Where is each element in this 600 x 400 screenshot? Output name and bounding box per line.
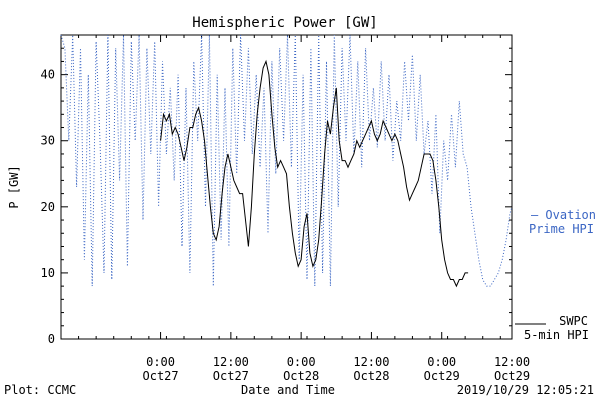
x-tick-label-date-2: Oct28 — [283, 369, 319, 383]
x-tick-label-time-4: 0:00 — [427, 355, 456, 369]
y-tick-label-40: 40 — [41, 68, 55, 82]
plot-credit: Plot: CCMC — [4, 383, 76, 397]
y-tick-label-20: 20 — [41, 200, 55, 214]
x-tick-label-time-0: 0:00 — [146, 355, 175, 369]
x-axis: 0:00Oct2712:00Oct270:00Oct2812:00Oct280:… — [60, 35, 530, 383]
x-tick-label-date-5: Oct29 — [494, 369, 530, 383]
legend-swpc-line1: SWPC — [559, 314, 588, 328]
x-tick-label-date-4: Oct29 — [424, 369, 460, 383]
y-axis: 0 10 20 30 40 — [41, 34, 512, 346]
x-tick-label-date-0: Oct27 — [143, 369, 179, 383]
y-axis-label: P [GW] — [7, 165, 21, 208]
x-tick-label-date-3: Oct28 — [353, 369, 389, 383]
x-tick-label-time-1: 12:00 — [213, 355, 249, 369]
legend-ovation-line2: Prime HPI — [529, 222, 594, 236]
series-line-swpc — [160, 59, 469, 288]
y-tick-label-30: 30 — [41, 134, 55, 148]
legend: — Ovation Prime HPI SWPC 5-min HPI — [515, 208, 596, 342]
x-tick-label-time-5: 12:00 — [494, 355, 530, 369]
plot-frame — [60, 34, 513, 340]
x-tick-label-date-1: Oct27 — [213, 369, 249, 383]
plot-timestamp: 2019/10/29 12:05:21 — [457, 383, 594, 397]
y-tick-label-10: 10 — [41, 266, 55, 280]
y-tick-label-0: 0 — [48, 332, 55, 346]
x-tick-label-time-2: 0:00 — [287, 355, 316, 369]
chart-title: Hemispheric Power [GW] — [192, 15, 377, 31]
x-axis-label: Date and Time — [241, 383, 335, 397]
x-tick-label-time-3: 12:00 — [353, 355, 389, 369]
series-line-ovation — [60, 34, 513, 287]
series-layer — [60, 34, 513, 288]
legend-swpc-line2: 5-min HPI — [524, 328, 589, 342]
legend-ovation-line1: — Ovation — [531, 208, 596, 222]
